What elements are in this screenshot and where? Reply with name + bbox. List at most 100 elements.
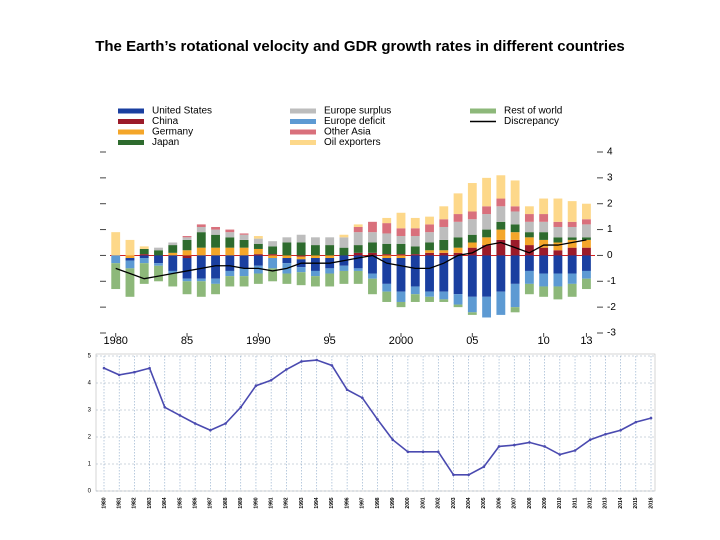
- bar-segment: [125, 260, 135, 269]
- bar-segment: [111, 263, 121, 290]
- bar-segment: [211, 247, 220, 256]
- point: [543, 445, 546, 448]
- bar-segment: [268, 268, 278, 282]
- bar-segment: [539, 247, 549, 256]
- bar-segment: [310, 270, 320, 277]
- bar-segment: [582, 219, 591, 225]
- bar-segment: [253, 236, 263, 239]
- bar-segment: [382, 243, 392, 255]
- bar-segment: [453, 237, 463, 248]
- bar-segment: [425, 250, 434, 253]
- bar-segment: [567, 237, 577, 240]
- bar-segment: [439, 252, 449, 256]
- x-tick-label: 1992: [284, 497, 290, 508]
- x-tick-label: 1988: [223, 497, 229, 508]
- bar-segment: [482, 229, 492, 238]
- legend-label: Japan: [152, 137, 179, 148]
- point: [421, 450, 425, 454]
- x-tick-label: 1984: [162, 497, 168, 508]
- bar-segment: [154, 263, 163, 266]
- y-tick-label: -3: [607, 328, 616, 339]
- point: [376, 418, 379, 421]
- bar-segment: [282, 258, 292, 264]
- bar-segment: [368, 273, 377, 279]
- bar-segment: [539, 239, 549, 248]
- bar-segment: [467, 296, 477, 313]
- bar-segment: [296, 242, 306, 256]
- x-tick-label: 05: [466, 335, 478, 347]
- bar-segment: [353, 245, 363, 253]
- bar-segment: [253, 243, 263, 249]
- legend-swatch: [118, 108, 144, 114]
- bar-segment: [524, 237, 534, 246]
- bar-segment: [182, 255, 192, 259]
- bar-segment: [211, 234, 220, 248]
- legend-label: Europe surplus: [324, 106, 391, 117]
- bar-segment: [582, 237, 591, 240]
- bar-segment: [496, 291, 506, 315]
- bar-segment: [539, 198, 549, 215]
- bar-segment: [268, 241, 278, 247]
- bar-segment: [553, 273, 563, 287]
- legend-swatch: [290, 129, 316, 135]
- bar-segment: [582, 239, 591, 248]
- bar-segment: [125, 268, 135, 297]
- bar-segment: [582, 247, 591, 256]
- x-tick-label: 2006: [496, 497, 502, 508]
- bar-segment: [567, 273, 577, 284]
- bar-segment: [353, 224, 363, 227]
- bar-segment: [567, 201, 577, 222]
- bar-segment: [510, 283, 520, 308]
- bar-segment: [382, 255, 392, 259]
- bar-segment: [482, 255, 492, 297]
- bar-segment: [225, 232, 235, 238]
- bar-segment: [211, 229, 220, 235]
- bar-segment: [453, 247, 463, 253]
- bar-segment: [496, 239, 506, 256]
- point: [224, 422, 227, 425]
- bar-segment: [539, 273, 549, 287]
- bar-segment: [410, 286, 420, 295]
- x-tick-label: 1999: [390, 497, 396, 508]
- bar-segment: [410, 236, 420, 247]
- bar-segment: [125, 255, 135, 259]
- bar-segment: [439, 219, 449, 227]
- x-tick-label: 1980: [103, 335, 127, 347]
- bar-segment: [425, 291, 434, 297]
- bar-segment: [196, 232, 206, 248]
- bar-segment: [524, 270, 534, 284]
- legend-swatch: [118, 129, 144, 135]
- bar-segment: [253, 254, 263, 256]
- point: [315, 358, 319, 362]
- bar-segment: [325, 245, 335, 256]
- bar-segment: [353, 270, 363, 284]
- bar-segment: [325, 268, 335, 274]
- point: [117, 373, 121, 377]
- x-tick-label: 95: [324, 335, 336, 347]
- bar-segment: [453, 221, 463, 238]
- x-tick-label: 1983: [147, 497, 153, 508]
- bar-segment: [368, 221, 377, 233]
- plot-frame: [95, 353, 656, 492]
- bar-segment: [553, 221, 563, 227]
- point: [133, 370, 136, 374]
- bar-segment: [582, 203, 591, 220]
- bar-segment: [510, 206, 520, 212]
- bar-segment: [539, 255, 549, 274]
- y-tick-label: 5: [88, 354, 92, 360]
- bar-segment: [567, 283, 577, 297]
- bar-segment: [553, 237, 563, 243]
- point: [649, 416, 653, 420]
- bar-segment: [225, 247, 235, 256]
- bar-segment: [567, 226, 577, 238]
- legend-swatch: [470, 108, 496, 114]
- bar-segment: [510, 180, 520, 207]
- x-tick-label: 13: [580, 335, 592, 347]
- bar-segment: [467, 219, 477, 235]
- bar-segment: [482, 206, 492, 215]
- bar-segment: [582, 278, 591, 290]
- bar-segment: [396, 212, 406, 229]
- x-tick-label: 1994: [314, 497, 320, 508]
- point: [528, 441, 531, 444]
- point: [285, 368, 288, 371]
